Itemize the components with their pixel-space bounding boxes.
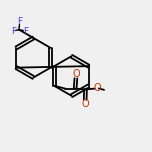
Text: F: F [23,27,28,36]
Text: F: F [17,17,22,26]
Text: O: O [93,83,101,93]
Text: F: F [11,27,16,36]
Text: O: O [72,69,80,79]
Text: O: O [81,99,89,109]
